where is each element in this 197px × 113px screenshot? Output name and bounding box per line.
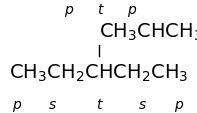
Text: p: p [12, 97, 21, 111]
Text: t: t [96, 97, 101, 111]
Text: t: t [97, 3, 102, 17]
Text: s: s [49, 97, 56, 111]
Text: CH$_3$CH$_2$CHCH$_2$CH$_3$: CH$_3$CH$_2$CHCH$_2$CH$_3$ [9, 62, 188, 83]
Text: p: p [175, 97, 183, 111]
Text: p: p [127, 3, 135, 17]
Text: p: p [64, 3, 72, 17]
Text: s: s [139, 97, 146, 111]
Text: CH$_3$CHCH$_3$: CH$_3$CHCH$_3$ [99, 21, 197, 42]
